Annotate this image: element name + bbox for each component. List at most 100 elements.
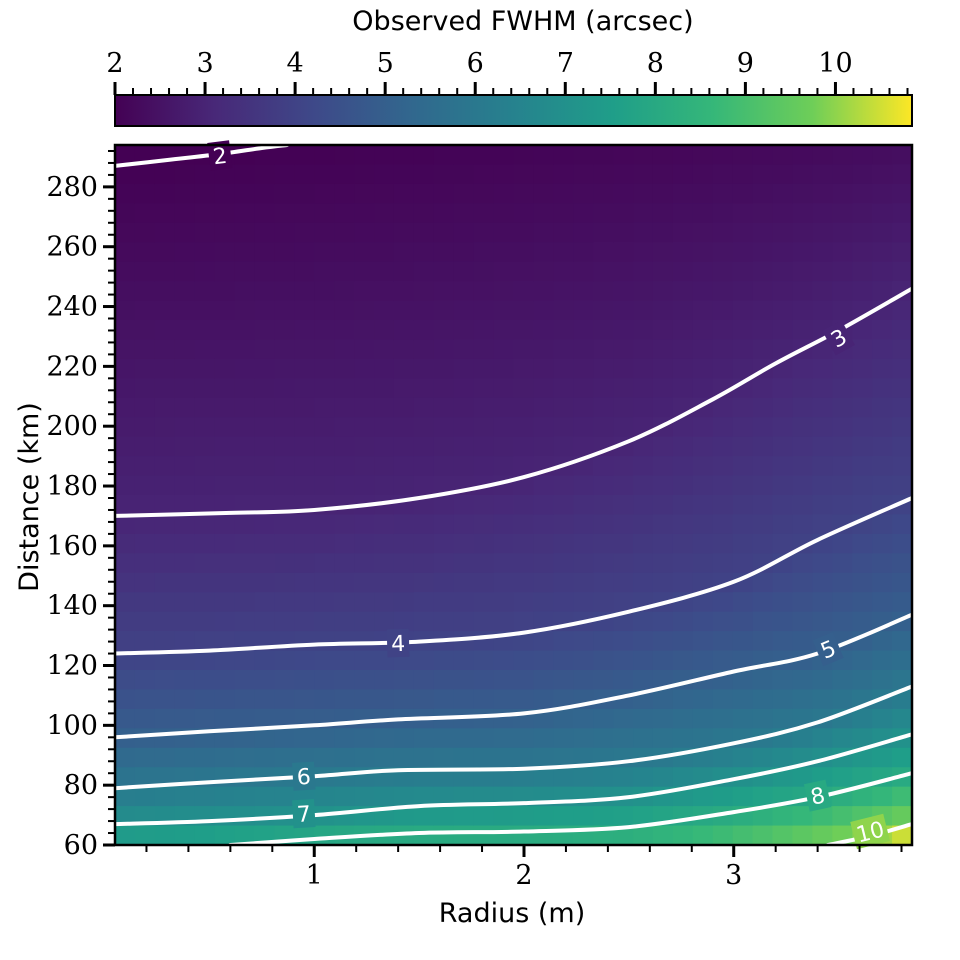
heatmap-cell <box>473 514 495 535</box>
heatmap-cell <box>214 806 236 827</box>
heatmap-cell <box>832 417 853 438</box>
heatmap-cell <box>513 358 535 379</box>
heatmap-cell <box>134 533 156 554</box>
heatmap-cell <box>573 747 594 768</box>
heatmap-cell <box>752 183 774 204</box>
heatmap-cell <box>234 670 256 691</box>
heatmap-cell <box>354 261 375 282</box>
heatmap-cell <box>214 242 236 263</box>
heatmap-cell <box>234 553 256 574</box>
heatmap-cell <box>792 222 813 243</box>
heatmap-cell <box>134 650 156 671</box>
heatmap-cell <box>234 242 256 263</box>
heatmap-cell <box>354 183 375 204</box>
heatmap-cell <box>274 670 295 691</box>
heatmap-cell <box>772 495 794 516</box>
heatmap-cell <box>533 689 554 710</box>
heatmap-cell <box>593 378 614 399</box>
heatmap-cell <box>712 533 734 554</box>
heatmap-cell <box>812 183 833 204</box>
heatmap-cell <box>334 592 355 613</box>
heatmap-cell <box>772 378 794 399</box>
heatmap-cell <box>712 708 734 729</box>
heatmap-cell <box>453 728 475 749</box>
heatmap-cell <box>832 670 853 691</box>
heatmap-cell <box>214 611 236 632</box>
colorbar-tick-label: 5 <box>377 48 394 79</box>
heatmap-cell <box>254 475 275 496</box>
heatmap-cell <box>274 300 295 321</box>
heatmap-cell <box>433 378 455 399</box>
heatmap-cell <box>314 203 335 224</box>
heatmap-cell <box>672 300 694 321</box>
heatmap-cell <box>553 689 574 710</box>
heatmap-cell <box>115 553 136 574</box>
heatmap-cell <box>732 320 754 341</box>
heatmap-cell <box>413 650 435 671</box>
heatmap-cell <box>772 514 794 535</box>
heatmap-cell <box>294 164 315 185</box>
heatmap-cell <box>214 203 236 224</box>
heatmap-cell <box>832 378 853 399</box>
heatmap-cell <box>254 747 275 768</box>
heatmap-cell <box>652 300 674 321</box>
heatmap-cell <box>652 358 674 379</box>
heatmap-cell <box>772 611 794 632</box>
heatmap-cell <box>334 456 355 477</box>
heatmap-cell <box>393 611 415 632</box>
heatmap-cell <box>254 786 275 807</box>
heatmap-cell <box>892 475 912 496</box>
heatmap-cell <box>772 708 794 729</box>
heatmap-cell <box>393 145 415 166</box>
heatmap-cell <box>493 183 515 204</box>
heatmap-cell <box>852 436 873 457</box>
heatmap-cell <box>374 261 395 282</box>
heatmap-cell <box>533 650 554 671</box>
heatmap-cell <box>234 708 256 729</box>
heatmap-cell <box>712 825 734 845</box>
heatmap-cell <box>374 747 395 768</box>
heatmap-cell <box>214 397 236 418</box>
heatmap-cell <box>792 631 813 652</box>
heatmap-cell <box>832 456 853 477</box>
plot-frame <box>113 143 914 847</box>
heatmap-cell <box>413 164 435 185</box>
heatmap-cell <box>294 592 315 613</box>
heatmap-cell <box>712 553 734 574</box>
heatmap-cell <box>234 495 256 516</box>
heatmap-cell <box>433 164 455 185</box>
heatmap-cell <box>692 417 714 438</box>
heatmap-cell <box>892 631 912 652</box>
heatmap-cell <box>533 300 554 321</box>
heatmap-cell <box>174 572 196 593</box>
heatmap-cell <box>513 572 535 593</box>
heatmap-cell <box>672 378 694 399</box>
heatmap-cell <box>234 592 256 613</box>
heatmap-cell <box>433 495 455 516</box>
heatmap-cell <box>593 650 614 671</box>
heatmap-cell <box>334 145 355 166</box>
heatmap-cell <box>254 242 275 263</box>
heatmap-cell <box>194 650 216 671</box>
heatmap-cell <box>334 495 355 516</box>
heatmap-cell <box>553 339 574 360</box>
heatmap-cell <box>214 514 236 535</box>
heatmap-cell <box>892 747 912 768</box>
heatmap-cell <box>732 611 754 632</box>
heatmap-cell <box>354 339 375 360</box>
heatmap-cell <box>812 358 833 379</box>
heatmap-cell <box>772 806 794 827</box>
heatmap-cell <box>314 650 335 671</box>
heatmap-cell <box>134 708 156 729</box>
heatmap-cell <box>533 145 554 166</box>
heatmap-cell <box>154 670 176 691</box>
heatmap-cell <box>154 767 176 788</box>
heatmap-cell <box>214 592 236 613</box>
heatmap-cell <box>294 456 315 477</box>
heatmap-cell <box>115 164 136 185</box>
heatmap-cell <box>254 592 275 613</box>
heatmap-cell <box>692 300 714 321</box>
heatmap-cell <box>134 514 156 535</box>
heatmap-cell <box>115 592 136 613</box>
